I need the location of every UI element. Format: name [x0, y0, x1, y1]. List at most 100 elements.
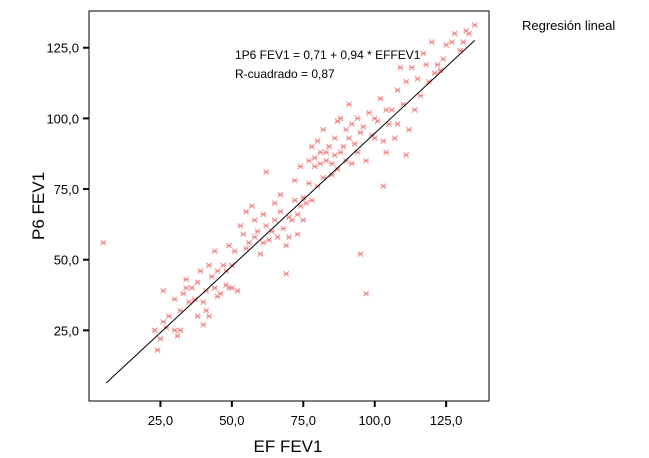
data-point — [440, 56, 447, 62]
data-point — [240, 231, 247, 238]
data-point — [346, 135, 352, 142]
data-point — [391, 135, 398, 142]
data-point — [363, 157, 370, 164]
data-point — [208, 273, 215, 280]
data-point — [297, 163, 304, 170]
data-point — [174, 333, 181, 339]
data-point — [366, 109, 372, 116]
data-point — [183, 276, 190, 283]
data-point — [291, 177, 298, 184]
data-point — [308, 143, 315, 150]
data-point — [448, 39, 455, 46]
data-point — [337, 149, 344, 156]
data-point — [166, 313, 172, 320]
data-point — [214, 268, 221, 274]
data-point — [268, 228, 275, 235]
x-tick-label: 75,0 — [291, 413, 316, 428]
y-tick-label: 75,0 — [54, 182, 79, 197]
data-point — [200, 321, 207, 328]
data-point — [431, 70, 438, 77]
data-point — [323, 157, 330, 164]
data-point — [400, 101, 407, 108]
data-point — [397, 64, 404, 71]
data-point — [271, 217, 278, 224]
x-tick-label: 25,0 — [148, 413, 173, 428]
y-axis-title: P6 FEV1 — [29, 172, 48, 240]
data-point — [371, 135, 378, 142]
data-point — [317, 149, 324, 156]
r-squared-label: R-cuadrado = 0,87 — [235, 67, 335, 81]
data-point — [423, 61, 430, 68]
data-point — [414, 75, 421, 82]
data-point — [363, 290, 370, 297]
data-point — [466, 30, 472, 37]
data-point — [394, 87, 401, 94]
data-point — [231, 248, 238, 255]
data-point — [343, 157, 350, 164]
data-point — [317, 160, 324, 167]
data-point — [383, 106, 390, 113]
data-point — [246, 239, 252, 246]
data-point — [460, 39, 467, 46]
data-point — [420, 50, 427, 57]
data-point — [328, 160, 335, 167]
data-point — [348, 121, 355, 127]
data-point — [151, 327, 158, 334]
data-point — [331, 135, 338, 142]
data-point — [283, 270, 290, 277]
data-point — [311, 163, 318, 170]
data-point — [228, 285, 235, 291]
data-point — [211, 248, 218, 255]
data-point — [443, 41, 450, 48]
data-point — [340, 143, 347, 150]
y-tick-label: 25,0 — [54, 323, 79, 338]
data-point — [314, 138, 321, 144]
data-point — [257, 251, 264, 257]
data-point — [306, 180, 312, 187]
data-point — [411, 106, 418, 113]
data-point — [200, 299, 207, 306]
data-point — [154, 347, 161, 354]
data-point — [217, 290, 224, 297]
data-points — [100, 22, 478, 354]
data-point — [177, 327, 184, 334]
data-point — [408, 64, 415, 71]
data-point — [280, 225, 287, 232]
data-point — [203, 307, 210, 314]
data-point — [194, 279, 201, 286]
data-point — [263, 169, 270, 176]
data-point — [417, 92, 424, 99]
data-point — [403, 152, 410, 159]
data-point — [320, 126, 327, 133]
data-point — [383, 149, 390, 156]
regression-line — [105, 39, 476, 384]
x-tick-label: 50,0 — [219, 413, 244, 428]
data-point — [451, 30, 458, 37]
data-point — [291, 197, 298, 204]
data-point — [197, 268, 204, 274]
data-point — [183, 285, 190, 291]
data-point — [360, 123, 367, 130]
data-point — [171, 327, 178, 334]
data-point — [206, 262, 212, 269]
data-point — [157, 335, 164, 342]
data-point — [388, 106, 395, 113]
data-point — [380, 183, 387, 190]
data-point — [348, 160, 355, 167]
data-point — [274, 234, 281, 241]
data-point — [263, 222, 270, 229]
x-tick-label: 125,0 — [430, 413, 463, 428]
plot-frame — [88, 10, 490, 402]
y-tick-label: 125,0 — [46, 41, 79, 56]
data-point — [188, 285, 195, 291]
data-point — [260, 239, 267, 246]
legend-label: Regresión lineal — [522, 18, 615, 33]
data-point — [286, 234, 292, 241]
data-point — [374, 118, 381, 125]
data-point — [308, 197, 315, 204]
data-point — [220, 262, 227, 269]
data-point — [266, 236, 272, 243]
data-point — [428, 39, 435, 46]
data-point — [228, 262, 235, 269]
